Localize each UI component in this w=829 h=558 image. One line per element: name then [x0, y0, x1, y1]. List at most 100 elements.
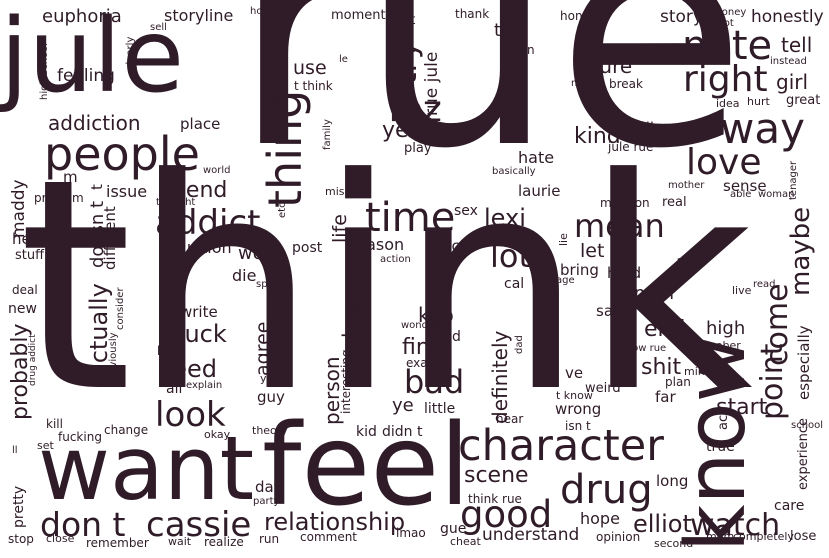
word: jule	[0, 0, 185, 116]
word: money	[712, 7, 747, 18]
word: true	[706, 439, 735, 455]
word: friend	[163, 178, 228, 203]
word: theory	[252, 424, 288, 437]
word: weird	[585, 381, 621, 396]
word: jule rue	[608, 140, 654, 154]
word: woman	[758, 189, 795, 200]
word: write	[180, 303, 218, 321]
word: understand	[482, 525, 580, 545]
word: good	[460, 493, 553, 536]
word: tell	[781, 33, 813, 57]
word: moment	[331, 8, 386, 23]
word: hurt	[747, 95, 770, 108]
word: relationship	[264, 508, 406, 536]
word: far	[655, 388, 676, 406]
word: reason	[350, 235, 405, 254]
word: think	[18, 116, 753, 456]
word: able	[730, 189, 752, 200]
word: let	[580, 240, 605, 262]
word: stop	[8, 532, 34, 546]
word: fucking	[58, 430, 102, 444]
word: le	[339, 54, 348, 65]
word: way	[720, 104, 805, 153]
word: new	[8, 301, 37, 317]
word: ye	[392, 395, 414, 416]
word: d	[452, 329, 461, 345]
word: mean	[574, 207, 665, 245]
word: family	[322, 119, 333, 150]
word: real	[662, 195, 687, 210]
word: hope	[580, 509, 620, 528]
word: sober	[710, 339, 741, 352]
word: eliot	[712, 18, 734, 29]
word: bring	[560, 261, 599, 279]
word: issue	[106, 182, 148, 201]
word: mention	[600, 196, 650, 210]
word: hard	[607, 264, 642, 282]
word: different	[101, 206, 119, 270]
word: world	[203, 165, 231, 176]
word: exactly	[406, 356, 450, 370]
word: okay	[204, 428, 231, 441]
word: cal	[504, 276, 525, 292]
word: age	[556, 275, 575, 286]
word: plan	[665, 375, 691, 389]
word: cassie	[146, 505, 252, 545]
word: right	[683, 59, 768, 100]
word: happen	[338, 262, 362, 338]
word: thought	[156, 197, 196, 208]
word: great	[786, 93, 821, 108]
word: consider	[115, 287, 126, 330]
word: laurie	[518, 182, 561, 200]
word: set	[37, 439, 54, 452]
word: obviously	[108, 332, 119, 380]
word: honestly	[751, 7, 824, 27]
word: people	[44, 127, 200, 181]
word: problem	[34, 191, 84, 205]
word: want	[38, 417, 255, 520]
word: t know	[556, 389, 593, 402]
word: opinion	[596, 530, 641, 544]
word: etc	[277, 202, 288, 218]
word: kind	[574, 124, 621, 149]
word: cheat	[450, 535, 481, 548]
word: thank	[455, 7, 490, 21]
word: lmao	[396, 526, 426, 540]
word: thing	[258, 89, 312, 208]
word: high	[706, 318, 746, 339]
word: special	[256, 279, 291, 290]
word: ve	[565, 364, 584, 382]
word: stuff	[15, 248, 45, 263]
word: situation	[162, 238, 232, 257]
word: little	[424, 401, 456, 417]
word: long	[656, 472, 689, 490]
word: live	[732, 284, 752, 297]
word: lexi	[484, 204, 526, 232]
word: guy	[257, 388, 285, 406]
word: change	[104, 423, 149, 437]
word: sex	[454, 203, 478, 219]
word: ask	[676, 252, 704, 271]
word: sure	[589, 54, 633, 78]
word: instead	[770, 56, 807, 67]
word: place	[180, 115, 221, 133]
word: wait	[168, 535, 192, 548]
word: hate	[518, 148, 555, 167]
word: sell	[150, 22, 167, 33]
word: die	[232, 266, 257, 285]
word: m	[63, 168, 78, 186]
word: feeling	[57, 66, 115, 86]
word: kep	[418, 303, 454, 327]
word: don t	[40, 505, 126, 544]
word: dad	[514, 335, 525, 354]
word: idea	[716, 97, 740, 110]
word: believe	[627, 119, 682, 137]
word: start	[716, 395, 768, 420]
word: met	[571, 78, 591, 89]
word: fez	[388, 89, 442, 130]
word: gue	[440, 521, 467, 537]
word: t think	[294, 79, 333, 93]
word: post	[292, 240, 323, 256]
word: think rue	[468, 492, 522, 506]
word: watch	[690, 508, 781, 543]
